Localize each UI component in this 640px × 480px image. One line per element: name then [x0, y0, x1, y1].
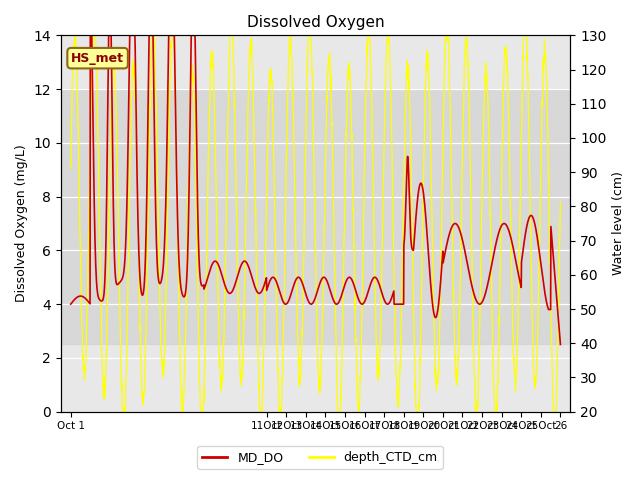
- Bar: [61, 89, 570, 345]
- Legend: MD_DO, depth_CTD_cm: MD_DO, depth_CTD_cm: [197, 446, 443, 469]
- Title: Dissolved Oxygen: Dissolved Oxygen: [247, 15, 385, 30]
- Text: HS_met: HS_met: [71, 52, 124, 65]
- Y-axis label: Dissolved Oxygen (mg/L): Dissolved Oxygen (mg/L): [15, 144, 28, 302]
- Y-axis label: Water level (cm): Water level (cm): [612, 171, 625, 276]
